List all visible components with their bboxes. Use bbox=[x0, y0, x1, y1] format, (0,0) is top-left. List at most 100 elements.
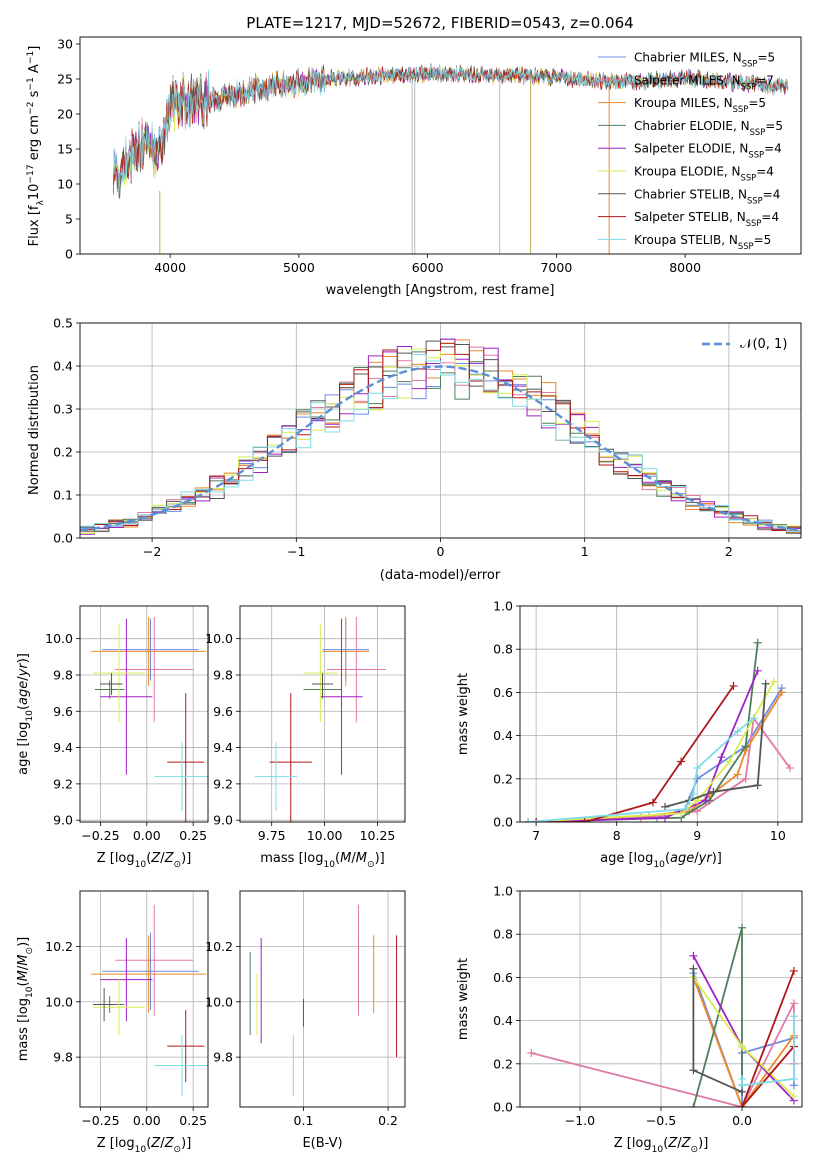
plot-area bbox=[527, 923, 798, 1107]
data-point bbox=[689, 1066, 698, 1075]
x-axis-label: wavelength [Angstrom, rest frame] bbox=[326, 283, 555, 298]
x-axis-label: age [log10(age/yr)] bbox=[600, 851, 722, 870]
data-point bbox=[661, 802, 670, 811]
y-tick-label: 9.0 bbox=[213, 813, 233, 828]
y-axis-label: age [log10(age/yr)] bbox=[16, 653, 35, 775]
data-point bbox=[753, 638, 762, 647]
legend-label: 𝒩(0, 1) bbox=[740, 337, 787, 352]
chart-spectrum: 4000 5000 6000 7000 8000 0 5 10 15 20 25 30 waveleng… bbox=[26, 37, 802, 298]
data-point bbox=[741, 742, 750, 751]
y-axis-label: mass [log10(M/M⊙)] bbox=[16, 937, 35, 1061]
axes-frame bbox=[239, 605, 406, 823]
y-tick-label: 0.4 bbox=[493, 1013, 513, 1028]
data-point bbox=[753, 666, 762, 675]
axes-frame bbox=[79, 605, 209, 823]
data-point bbox=[689, 951, 698, 960]
y-tick-label: 0.4 bbox=[493, 728, 513, 743]
axes-frame bbox=[79, 890, 209, 1108]
data-point bbox=[785, 764, 794, 772]
x-axis-label: Z [log10(Z/Z⊙)] bbox=[97, 1136, 192, 1155]
y-tick-label: 9.2 bbox=[213, 776, 233, 791]
mass-weight-line bbox=[692, 972, 795, 1107]
plot-area bbox=[524, 638, 794, 822]
y-tick-label: 10.2 bbox=[45, 939, 73, 954]
data-point bbox=[741, 774, 750, 783]
data-point bbox=[738, 1081, 747, 1090]
data-point bbox=[761, 679, 770, 688]
y-tick-label: 10.2 bbox=[205, 939, 233, 954]
y-tick-label: 10.0 bbox=[45, 994, 73, 1009]
y-tick-label: 10.0 bbox=[205, 994, 233, 1009]
y-tick-label: 9.2 bbox=[53, 776, 73, 791]
y-tick-label: 9.6 bbox=[53, 704, 73, 719]
legend-label: Chabrier ELODIE, NSSP=5 bbox=[634, 119, 783, 137]
y-tick-label: 9.8 bbox=[213, 667, 233, 682]
legend-label: Kroupa STELIB, NSSP=5 bbox=[634, 233, 771, 251]
x-axis-label: E(B-V) bbox=[302, 1136, 342, 1151]
y-tick-label: 0.0 bbox=[493, 815, 513, 830]
data-point bbox=[701, 796, 710, 805]
y-tick-label: 9.8 bbox=[213, 1050, 233, 1065]
data-point bbox=[580, 818, 589, 822]
chart-mass_weight_vs_age: 7 8 9 10 0.0 0.2 0.4 0.6 0.8 1.0 age [log10(age/yr… bbox=[456, 599, 803, 870]
y-tick-label: 25 bbox=[57, 72, 73, 87]
x-tick-label: 10 bbox=[770, 828, 786, 843]
x-axis-label: Z [log10(Z/Z⊙)] bbox=[614, 1136, 709, 1155]
y-tick-label: 0.1 bbox=[53, 488, 73, 503]
x-tick-label: 4000 bbox=[154, 260, 186, 275]
y-axis-label: Flux [fλ10−17 erg cm−2 s−1 A−1] bbox=[26, 46, 46, 247]
axes-frame bbox=[519, 605, 803, 823]
data-point bbox=[733, 727, 742, 736]
y-tick-label: 1.0 bbox=[493, 884, 513, 899]
x-tick-label: −1 bbox=[287, 544, 305, 559]
data-point bbox=[532, 818, 541, 822]
y-tick-label: 0.0 bbox=[53, 531, 73, 546]
x-tick-label: 10.00 bbox=[307, 828, 343, 843]
mass-weight-line bbox=[528, 717, 755, 822]
data-point bbox=[789, 1074, 798, 1083]
data-point bbox=[725, 757, 734, 766]
y-tick-label: 0.6 bbox=[493, 970, 513, 985]
data-point bbox=[689, 964, 698, 973]
x-tick-label: 0.00 bbox=[133, 1113, 161, 1128]
mass-weight-line bbox=[536, 670, 759, 822]
data-point bbox=[753, 781, 762, 790]
x-tick-label: 0.2 bbox=[378, 1113, 398, 1128]
data-point bbox=[524, 818, 533, 822]
data-point bbox=[789, 1092, 798, 1101]
data-point bbox=[709, 787, 718, 796]
gaussian-curve bbox=[80, 365, 801, 532]
data-point bbox=[769, 677, 778, 686]
y-tick-label: 1.0 bbox=[493, 599, 513, 614]
x-axis-label: Z [log10(Z/Z⊙)] bbox=[97, 851, 192, 870]
x-tick-label: 10.25 bbox=[360, 828, 396, 843]
y-axis-label: mass weight bbox=[456, 673, 471, 755]
data-point bbox=[738, 923, 747, 932]
plot-area bbox=[113, 63, 789, 254]
chart-age_vs_mass: 9.75 10.00 10.25 9.0 9.2 9.4 9.6 9.8 10.0 mass [l… bbox=[205, 605, 406, 870]
x-axis-label: (data-model)/error bbox=[380, 568, 501, 583]
y-tick-label: 0.2 bbox=[53, 445, 73, 460]
plot-area bbox=[91, 616, 208, 822]
y-tick-label: 0.5 bbox=[53, 316, 73, 331]
data-point bbox=[717, 753, 726, 762]
histogram-series bbox=[80, 354, 801, 532]
legend-label: Salpeter MILES, NSSP=7 bbox=[634, 73, 774, 91]
data-point bbox=[648, 798, 657, 807]
mass-weight-line bbox=[741, 970, 795, 1107]
y-tick-label: 9.8 bbox=[53, 667, 73, 682]
data-point bbox=[689, 1103, 698, 1107]
y-tick-label: 10.0 bbox=[205, 631, 233, 646]
chart-mass_vs_ebv: 0.1 0.2 9.8 10.0 10.2 E(B-V) bbox=[205, 890, 406, 1151]
y-tick-label: 9.4 bbox=[53, 740, 73, 755]
histogram-series bbox=[80, 342, 801, 532]
x-tick-label: 5000 bbox=[283, 260, 315, 275]
x-tick-label: 7 bbox=[532, 828, 540, 843]
data-point bbox=[729, 681, 738, 690]
x-tick-label: −2 bbox=[143, 544, 161, 559]
figure-title: PLATE=1217, MJD=52672, FIBERID=0543, z=0… bbox=[246, 14, 633, 32]
x-tick-label: 8000 bbox=[669, 260, 701, 275]
x-tick-label: 2 bbox=[725, 544, 733, 559]
data-point bbox=[693, 774, 702, 783]
